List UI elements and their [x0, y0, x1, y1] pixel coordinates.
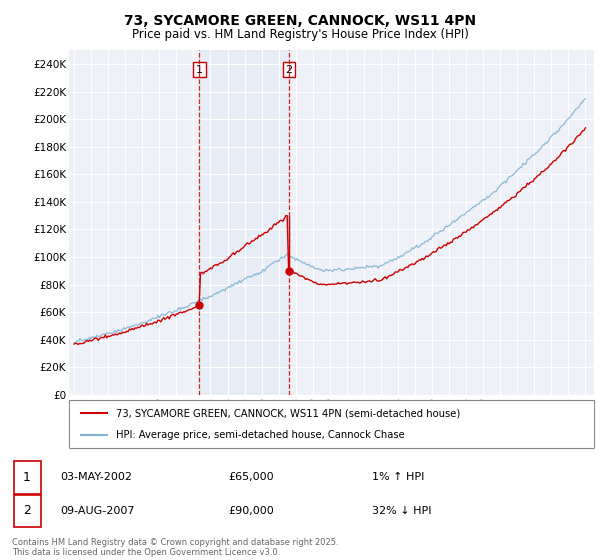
Text: £65,000: £65,000	[228, 473, 274, 482]
Text: 32% ↓ HPI: 32% ↓ HPI	[372, 506, 431, 516]
Text: 73, SYCAMORE GREEN, CANNOCK, WS11 4PN: 73, SYCAMORE GREEN, CANNOCK, WS11 4PN	[124, 14, 476, 28]
Text: 1: 1	[196, 65, 203, 74]
FancyBboxPatch shape	[14, 494, 41, 528]
Text: 1% ↑ HPI: 1% ↑ HPI	[372, 473, 424, 482]
Text: 03-MAY-2002: 03-MAY-2002	[60, 473, 132, 482]
Text: HPI: Average price, semi-detached house, Cannock Chase: HPI: Average price, semi-detached house,…	[116, 430, 405, 440]
Text: Price paid vs. HM Land Registry's House Price Index (HPI): Price paid vs. HM Land Registry's House …	[131, 28, 469, 41]
Text: 73, SYCAMORE GREEN, CANNOCK, WS11 4PN (semi-detached house): 73, SYCAMORE GREEN, CANNOCK, WS11 4PN (s…	[116, 408, 461, 418]
Text: Contains HM Land Registry data © Crown copyright and database right 2025.
This d: Contains HM Land Registry data © Crown c…	[12, 538, 338, 557]
FancyBboxPatch shape	[14, 461, 41, 494]
Text: £90,000: £90,000	[228, 506, 274, 516]
Text: 2: 2	[286, 65, 293, 74]
Text: 09-AUG-2007: 09-AUG-2007	[60, 506, 134, 516]
Text: 1: 1	[23, 471, 31, 484]
FancyBboxPatch shape	[69, 400, 594, 448]
Bar	[199, 50, 289, 395]
Text: 2: 2	[23, 505, 31, 517]
